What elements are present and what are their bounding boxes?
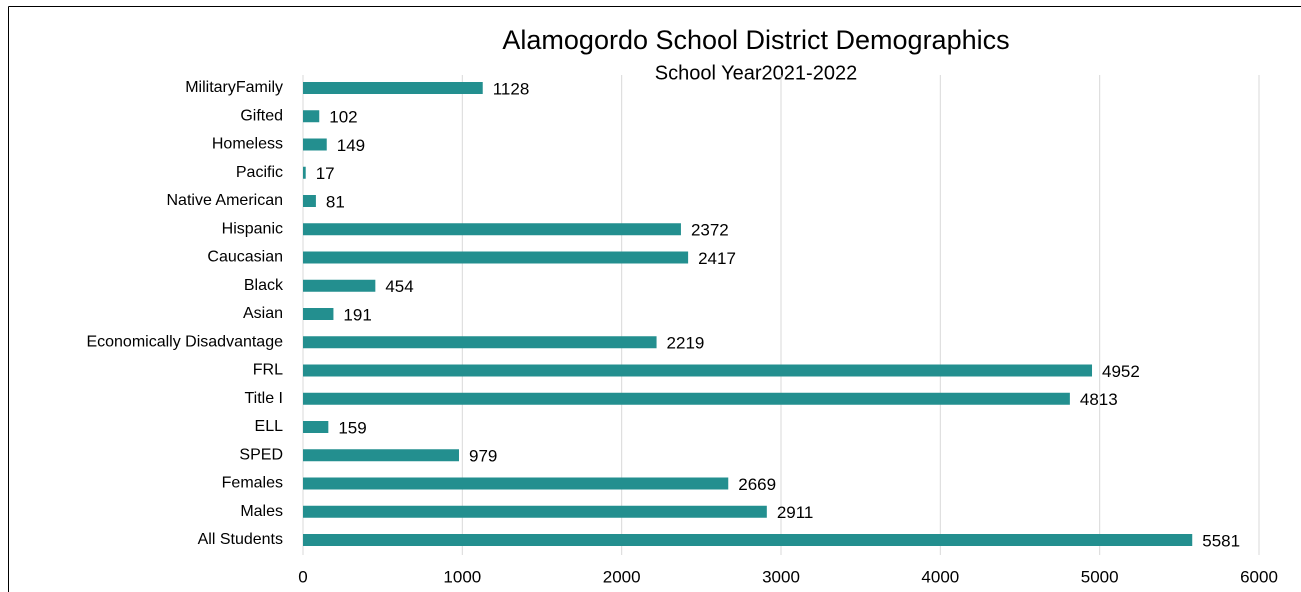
value-label: 454 [385,277,413,296]
y-tick-label: ELL [255,418,284,435]
x-tick-label: 0 [298,567,307,586]
y-tick-label: Asian [243,305,283,322]
bar [303,449,459,462]
x-tick-label: 6000 [1240,567,1278,586]
y-tick-label: Pacific [236,164,283,181]
value-label: 979 [469,447,497,466]
value-label: 2219 [667,334,705,353]
chart-subtitle: School Year2021-2022 [655,62,857,84]
y-tick-label: Females [222,475,283,492]
x-tick-label: 4000 [921,567,959,586]
x-tick-label: 2000 [603,567,641,586]
y-tick-label: Homeless [212,136,283,153]
y-tick-label: All Students [198,531,283,548]
value-label: 102 [329,108,357,127]
bar [303,336,657,349]
value-label: 2372 [691,221,729,240]
y-tick-label: SPED [239,446,283,463]
y-tick-label: Caucasian [207,249,283,266]
value-label: 5581 [1202,531,1240,550]
value-label: 2911 [777,503,814,522]
value-label: 4813 [1080,390,1118,409]
bar [303,392,1070,405]
y-tick-label: Native American [167,192,284,209]
value-label: 4952 [1102,362,1140,381]
y-tick-label: FRL [253,362,283,379]
bar [303,279,376,292]
y-tick-label: Title I [244,390,283,407]
bar [303,138,327,151]
y-tick-label: MilitaryFamily [185,79,283,96]
value-label: 2417 [698,249,736,268]
bar [303,251,689,264]
bar [303,110,320,123]
y-tick-label: Economically Disadvantage [86,333,283,350]
value-label: 191 [343,305,371,324]
bar [303,477,729,490]
x-tick-label: 1000 [443,567,481,586]
y-tick-label: Black [244,277,284,294]
value-label: 17 [316,164,335,183]
x-tick-label: 5000 [1081,567,1119,586]
bar [303,308,334,320]
bar [303,166,306,179]
value-label: 149 [337,136,365,155]
y-tick-label: Gifted [240,107,283,124]
value-label: 159 [338,418,366,437]
bar [303,82,483,94]
y-tick-label: Males [240,503,283,520]
bar [303,421,329,433]
y-tick-label: Hispanic [222,220,283,237]
value-label: 81 [326,192,345,211]
bar [303,505,767,518]
chart-title: Alamogordo School District Demographics [502,25,1009,55]
x-tick-label: 3000 [762,567,800,586]
value-label: 2669 [738,475,776,494]
bar [303,223,681,236]
value-label: 1128 [493,79,530,98]
bar [303,364,1093,377]
bar [303,195,316,207]
bar [303,534,1193,546]
